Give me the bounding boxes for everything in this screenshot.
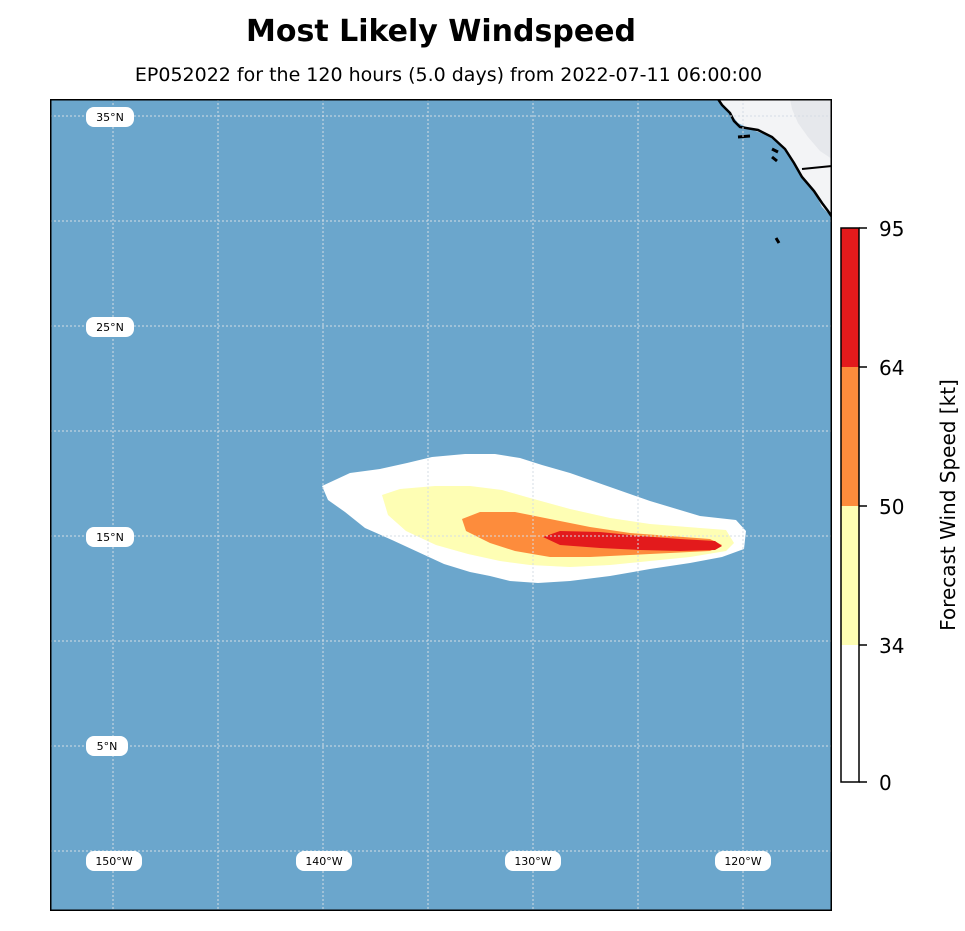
map-frame xyxy=(50,99,832,911)
colorbar xyxy=(840,227,867,783)
gridlines xyxy=(50,99,832,911)
colorbar-tick-label-34: 34 xyxy=(879,634,905,658)
colorbar-tick-label-95: 95 xyxy=(879,217,905,241)
island-1 xyxy=(737,134,751,139)
colorbar-tick-label-64: 64 xyxy=(879,356,905,380)
lon-label-150-text: 150°W xyxy=(95,855,132,868)
colorbar-title: Forecast Wind Speed [kt] xyxy=(936,379,960,631)
lon-label-140: 140°W xyxy=(296,851,352,871)
colorbar-segment-0-34 xyxy=(841,645,859,782)
map-panel: 35°N 25°N 15°N 5°N 150°W 140°W xyxy=(50,98,834,911)
lon-label-130: 130°W xyxy=(505,851,561,871)
colorbar-frame xyxy=(840,227,860,783)
colorbar-tick-label-50: 50 xyxy=(879,495,905,519)
border-line xyxy=(801,165,833,170)
lat-label-5-text: 5°N xyxy=(97,740,118,753)
lon-label-140-text: 140°W xyxy=(305,855,342,868)
island-4 xyxy=(774,237,781,244)
lon-label-120: 120°W xyxy=(715,851,771,871)
lat-label-5: 5°N xyxy=(86,736,128,756)
island-2 xyxy=(771,147,779,154)
land-shade xyxy=(790,99,832,159)
lon-label-150: 150°W xyxy=(86,851,142,871)
lat-label-25: 25°N xyxy=(86,317,134,337)
colorbar-tick-label-0: 0 xyxy=(879,771,892,795)
map-svg: 35°N 25°N 15°N 5°N 150°W 140°W xyxy=(50,98,834,911)
chart-title: Most Likely Windspeed xyxy=(246,14,636,49)
lat-label-15-text: 15°N xyxy=(96,531,124,544)
lon-label-120-text: 120°W xyxy=(724,855,761,868)
lat-label-15: 15°N xyxy=(86,527,134,547)
lat-label-35-text: 35°N xyxy=(96,111,124,124)
colorbar-segment-34-50 xyxy=(841,506,859,645)
lat-label-25-text: 25°N xyxy=(96,321,124,334)
coastline xyxy=(716,98,834,218)
colorbar-segment-50-64 xyxy=(841,367,859,506)
island-3 xyxy=(771,155,778,163)
lat-label-35: 35°N xyxy=(86,107,134,127)
chart-subtitle: EP052022 for the 120 hours (5.0 days) fr… xyxy=(134,64,763,86)
colorbar-segment-64-95 xyxy=(841,228,859,367)
lon-label-130-text: 130°W xyxy=(514,855,551,868)
